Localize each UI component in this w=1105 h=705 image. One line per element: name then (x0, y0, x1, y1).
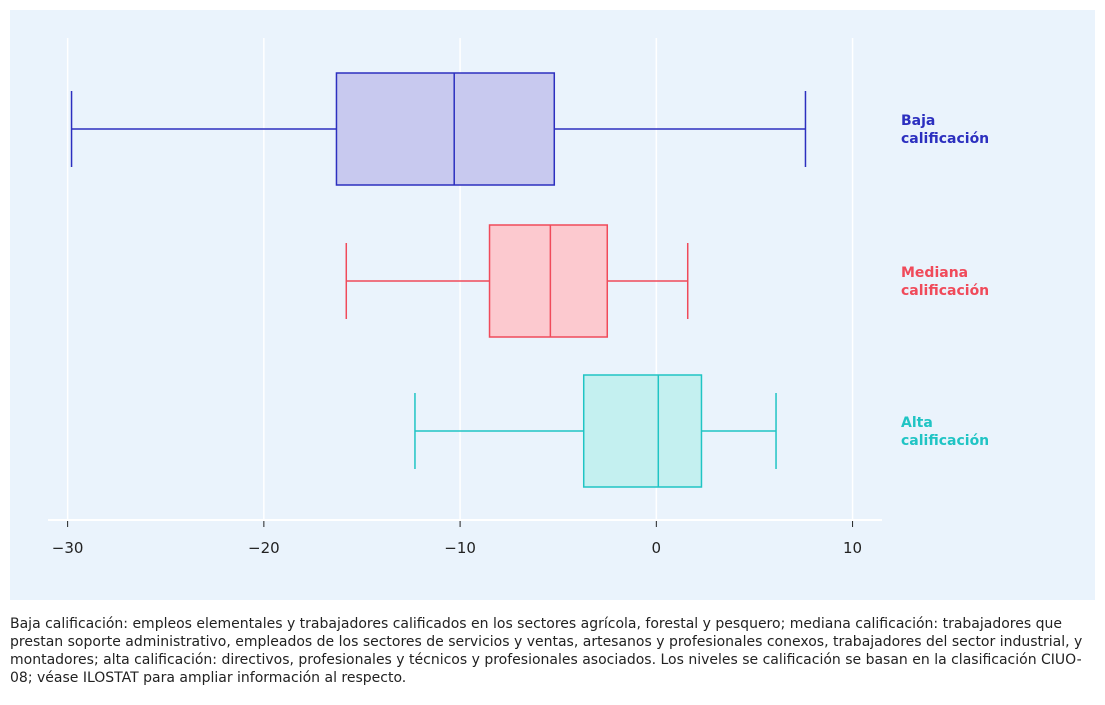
iqr-box (582, 374, 703, 488)
x-tick-label: 0 (652, 539, 662, 557)
iqr-box (335, 72, 556, 186)
series-label-line: Mediana (901, 265, 968, 281)
box-2 (345, 224, 689, 338)
box-series (70, 72, 807, 488)
series-label: Alta calificación (901, 415, 989, 449)
series-label-line: calificación (901, 433, 989, 449)
x-tick-label: 10 (843, 539, 862, 557)
x-tick-label: −20 (248, 539, 280, 557)
x-tick-label: −30 (52, 539, 84, 557)
box-1 (70, 72, 807, 186)
series-label-line: Baja (901, 113, 935, 129)
boxplot-chart: −30 −20 −10 0 10 Baja calificación Mediana cali… (48, 38, 989, 557)
box-3 (414, 374, 777, 488)
series-label: Mediana calificación (901, 265, 989, 299)
series-label-line: calificación (901, 131, 989, 147)
chart-footnote: Baja calificación: empleos elementales y… (10, 616, 1083, 686)
series-labels: Baja calificación Mediana calificación Alta c… (901, 113, 989, 449)
series-label-line: Alta (901, 415, 933, 431)
series-label-line: calificación (901, 283, 989, 299)
x-tick-label: −10 (444, 539, 476, 557)
chart-panel: −30 −20 −10 0 10 Baja calificación Mediana cali… (10, 10, 1095, 600)
x-axis: −30 −20 −10 0 10 (48, 519, 882, 557)
series-label: Baja calificación (901, 113, 989, 147)
iqr-box (488, 224, 609, 338)
